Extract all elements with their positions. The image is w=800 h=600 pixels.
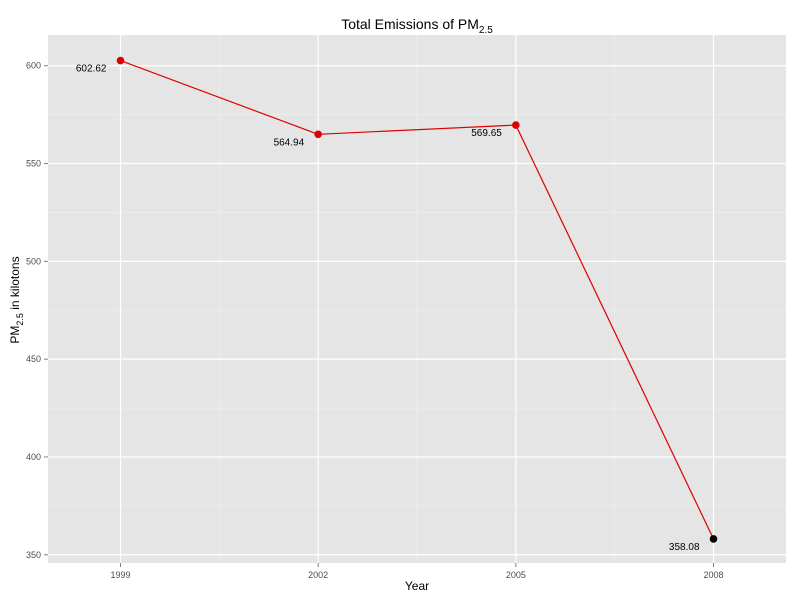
x-tick-label: 2005 [506, 570, 526, 580]
data-point [314, 130, 322, 139]
y-axis-title-subscript: 2.5 [15, 313, 25, 326]
y-tick-label: 400 [26, 452, 41, 462]
y-axis: 350 400 450 500 550 600 [26, 61, 48, 560]
x-tick-label: 2002 [308, 570, 328, 580]
data-point [709, 535, 718, 543]
data-label: 358.08 [669, 542, 700, 553]
data-label: 564.94 [274, 137, 305, 148]
series-line-segment [318, 124, 516, 135]
minor-grid [48, 35, 786, 563]
x-tick-label: 1999 [110, 570, 130, 580]
y-tick-label: 550 [26, 159, 41, 169]
y-tick-label: 450 [26, 354, 41, 364]
data-label: 569.65 [471, 128, 502, 139]
chart-title-subscript: 2.5 [479, 25, 493, 36]
chart-title: Total Emissions of PM2.5 [341, 16, 493, 36]
data-labels: 602.62 564.94 569.65 358.08 [76, 64, 700, 553]
y-tick-label: 350 [26, 550, 41, 560]
chart-title-main: Total Emissions of PM [341, 16, 479, 32]
series-line-segment [515, 124, 715, 540]
x-axis: 1999 2002 2005 2008 [110, 563, 724, 580]
data-point [512, 121, 520, 129]
y-tick-label: 600 [26, 61, 41, 71]
x-axis-title: Year [405, 579, 429, 593]
y-axis-title-prefix: PM [8, 326, 22, 344]
y-tick-label: 500 [26, 256, 41, 266]
data-points [116, 56, 718, 543]
y-axis-title: PM2.5 in kilotons [8, 256, 25, 343]
major-grid [48, 35, 786, 563]
series-line-segment [120, 60, 319, 135]
y-axis-title-suffix: in kilotons [8, 256, 22, 313]
x-tick-label: 2008 [704, 570, 724, 580]
data-label: 602.62 [76, 64, 107, 75]
data-point [116, 56, 125, 65]
series-lines [120, 60, 715, 540]
